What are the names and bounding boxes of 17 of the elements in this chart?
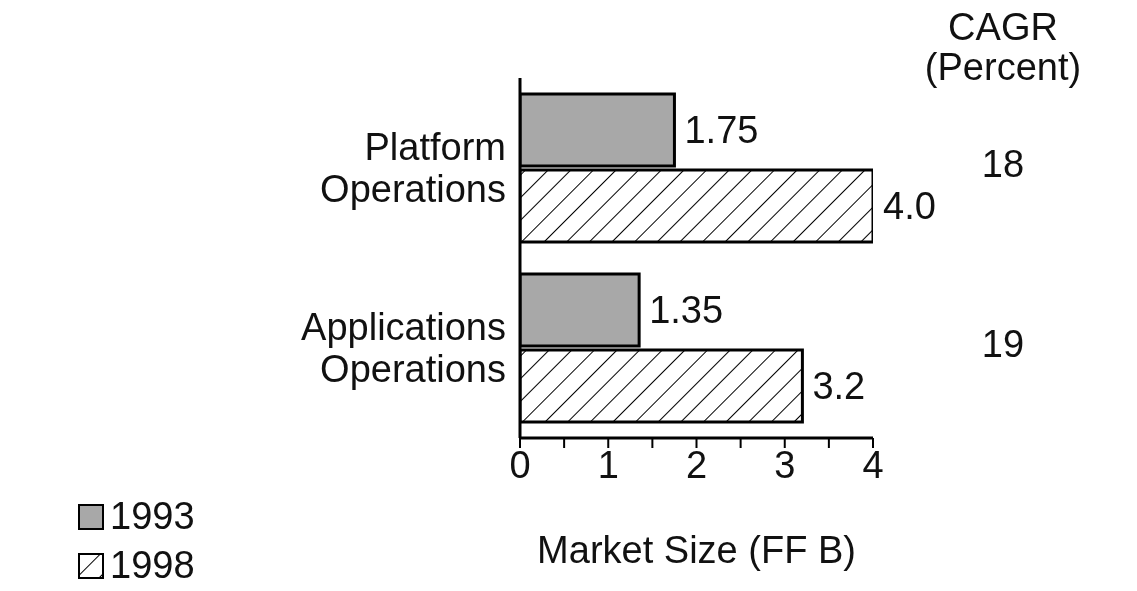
x-tick-label: 4	[862, 444, 884, 486]
y-tick-label: Applications Operations	[301, 306, 506, 391]
text: 19	[980, 323, 1026, 366]
data-label: 1.35	[649, 289, 724, 332]
text: CAGR (Percent)	[923, 6, 1083, 88]
x-axis-title: Market Size (FF B)	[537, 529, 856, 571]
legend-label: 1998	[110, 544, 195, 587]
x-tick-label: 3	[774, 444, 796, 486]
x-tick-label: 1	[597, 444, 619, 486]
x-tick-label: 0	[509, 444, 531, 486]
x-tick-label: 2	[685, 444, 708, 486]
data-label: 1.75	[684, 109, 759, 152]
legend-label: 1993	[110, 495, 195, 538]
data-label: 4.0	[883, 185, 936, 228]
data-label: 3.2	[812, 365, 866, 408]
text: 18	[980, 143, 1026, 186]
y-tick-label: Platform Operations	[320, 126, 506, 211]
